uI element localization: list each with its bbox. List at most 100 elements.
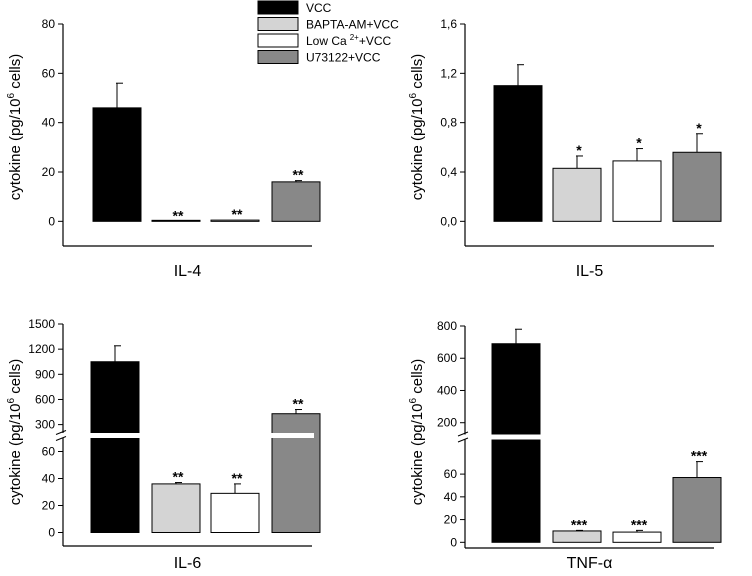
- y-axis-label-sup: 6: [6, 93, 17, 99]
- y-tick-label: 1,6: [440, 17, 457, 31]
- legend-label-text: Low Ca: [306, 34, 347, 48]
- y-tick-label: 60: [444, 467, 458, 481]
- y-tick-label: 1500: [28, 317, 55, 331]
- panel-il5: 0,0 0,4 0,8 1,2 1,6 * * * IL-5 cytokine (pg/106 c…: [408, 17, 722, 280]
- y-tick-label: 0,8: [440, 116, 457, 130]
- panel-il4: 0 20 40 60 80 ** ** ** IL-4 cytokine (pg/106 cell…: [6, 17, 321, 280]
- panel-tnfa: 0 20 40 60 200 400 600 800 *** *** *** TNF-α cytokin…: [408, 319, 722, 572]
- y-tick-label: 0,0: [440, 214, 457, 228]
- bar: [271, 413, 321, 534]
- significance-label: *: [636, 135, 642, 151]
- y-tick-label: 0,4: [440, 165, 457, 179]
- bar: [151, 219, 201, 222]
- legend-label: VCC: [306, 1, 332, 15]
- axis-break-mark: [55, 436, 67, 441]
- y-axis-label-sup: 6: [408, 93, 419, 99]
- y-axis-label-main: cytokine (pg/10: [409, 99, 426, 201]
- bar: [552, 167, 602, 222]
- y-tick-label: 0: [48, 214, 55, 228]
- significance-label: **: [293, 167, 304, 183]
- y-axis-label-main: cytokine (pg/10: [7, 404, 24, 506]
- y-tick-label: 300: [35, 418, 55, 432]
- axis-break-mark: [457, 437, 469, 443]
- y-tick-label: 800: [437, 319, 457, 333]
- y-tick-label: 1,2: [440, 66, 457, 80]
- y-axis-label-sup: 6: [408, 398, 419, 404]
- y-tick-label: 600: [35, 392, 55, 406]
- y-tick-label: 40: [42, 472, 56, 486]
- y-axis-label-main: cytokine (pg/10: [409, 404, 426, 506]
- bar: [552, 530, 602, 543]
- significance-label: ***: [571, 516, 588, 532]
- axis-break-mark: [457, 431, 469, 437]
- bar: [92, 107, 142, 222]
- y-tick-label: 20: [42, 499, 56, 513]
- bar: [672, 151, 722, 222]
- bar: [612, 531, 662, 543]
- legend-label-text: U73122+VCC: [306, 51, 381, 65]
- y-axis-label-tail: cells): [409, 359, 426, 398]
- category-label: IL-6: [174, 555, 202, 572]
- legend-label-text: BAPTA-AM+VCC: [306, 18, 399, 32]
- category-label: IL-5: [576, 263, 604, 280]
- y-axis-label: cytokine (pg/106 cells): [408, 54, 426, 200]
- bar: [151, 483, 201, 533]
- bar: [672, 477, 722, 543]
- significance-label: **: [173, 469, 184, 485]
- legend-label-sup: 2+: [350, 33, 359, 42]
- y-tick-label: 400: [437, 383, 457, 397]
- legend-swatch: [257, 0, 299, 15]
- y-axis-label-tail: cells): [7, 359, 24, 398]
- legend-swatch: [257, 50, 299, 64]
- y-axis-label: cytokine (pg/106 cells): [408, 359, 426, 505]
- axis-break-gap: [55, 433, 314, 438]
- legend-swatch: [257, 17, 299, 31]
- y-tick-label: 40: [42, 116, 56, 130]
- legend-label: BAPTA-AM+VCC: [306, 18, 399, 32]
- bar: [210, 492, 260, 534]
- significance-label: **: [293, 396, 304, 412]
- y-tick-label: 900: [35, 367, 55, 381]
- significance-label: *: [696, 120, 702, 136]
- y-axis-label: cytokine (pg/106 cells): [6, 54, 24, 200]
- bar: [493, 85, 543, 222]
- y-tick-label: 0: [48, 526, 55, 540]
- significance-label: ***: [631, 516, 648, 532]
- significance-label: **: [232, 470, 243, 486]
- legend-label: U73122+VCC: [306, 51, 381, 65]
- bar: [491, 343, 541, 543]
- bar: [612, 160, 662, 222]
- category-label: TNF-α: [567, 555, 613, 572]
- significance-label: **: [232, 206, 243, 222]
- y-tick-label: 1200: [28, 342, 55, 356]
- y-tick-label: 40: [444, 490, 458, 504]
- axis-break-mark: [55, 430, 67, 435]
- legend-label: Low Ca 2++VCC: [306, 33, 391, 48]
- bar: [90, 361, 140, 533]
- y-axis-label-main: cytokine (pg/10: [7, 99, 24, 201]
- significance-label: ***: [691, 448, 708, 464]
- panel-il6: 0 20 40 60 300 600 900 1200 1500 ** ** ** IL-6 cytoki…: [6, 317, 321, 572]
- bar: [210, 219, 260, 222]
- y-axis-label-sup: 6: [6, 398, 17, 404]
- legend-swatch: [257, 33, 299, 48]
- y-axis-label-tail: cells): [409, 54, 426, 93]
- y-tick-label: 80: [42, 17, 56, 31]
- y-tick-label: 20: [42, 165, 56, 179]
- y-axis-label: cytokine (pg/106 cells): [6, 359, 24, 505]
- y-tick-label: 60: [42, 66, 56, 80]
- y-tick-label: 0: [450, 535, 457, 549]
- y-tick-label: 20: [444, 513, 458, 527]
- y-tick-label: 600: [437, 351, 457, 365]
- y-axis-label-tail: cells): [7, 54, 24, 93]
- legend-label-suffix: +VCC: [359, 34, 392, 48]
- legend-label-text: VCC: [306, 1, 332, 15]
- y-tick-label: 200: [437, 416, 457, 430]
- category-label: IL-4: [174, 263, 202, 280]
- axis-break-gap: [457, 434, 716, 440]
- bar: [271, 181, 321, 222]
- significance-label: **: [173, 207, 184, 223]
- significance-label: *: [576, 142, 582, 158]
